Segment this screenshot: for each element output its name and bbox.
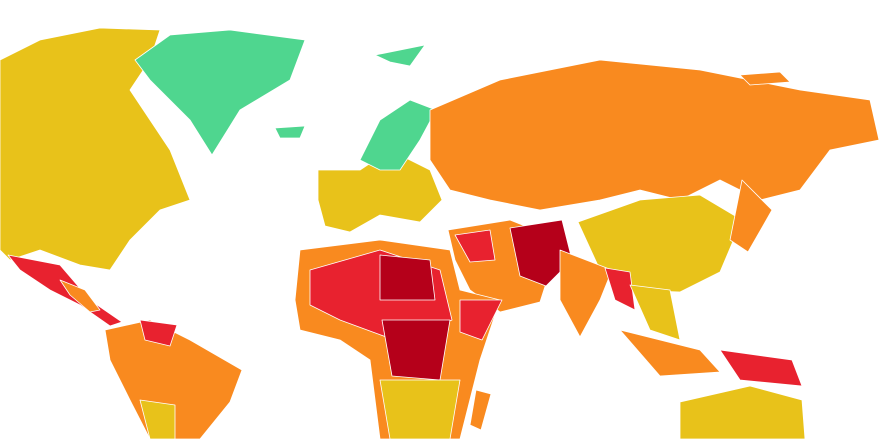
region-syria-iraq[interactable] — [454, 229, 496, 263]
region-madagascar[interactable] — [469, 389, 492, 431]
region-iceland[interactable] — [274, 125, 306, 139]
region-venezuela[interactable] — [139, 319, 178, 347]
region-svalbard[interactable] — [374, 44, 426, 67]
region-pakistan-afghanistan[interactable] — [509, 219, 573, 287]
region-papua[interactable] — [719, 349, 803, 387]
region-greenland[interactable] — [134, 29, 306, 156]
region-india[interactable] — [559, 249, 613, 338]
region-southern-africa[interactable] — [379, 379, 461, 439]
region-central-africa[interactable] — [381, 319, 451, 381]
region-libya[interactable] — [379, 254, 436, 301]
region-australia[interactable] — [679, 385, 806, 439]
region-scandinavia[interactable] — [359, 99, 437, 171]
region-myanmar[interactable] — [604, 267, 636, 311]
region-central-america[interactable] — [59, 279, 101, 313]
region-chukotka[interactable] — [739, 71, 791, 86]
region-japan[interactable] — [729, 179, 773, 253]
region-horn-of-africa[interactable] — [459, 299, 503, 341]
region-southeast-asia[interactable] — [629, 284, 681, 341]
region-russia[interactable] — [429, 59, 879, 211]
region-north-america[interactable] — [0, 27, 191, 271]
region-south-america-south[interactable] — [139, 399, 176, 439]
region-indonesia[interactable] — [619, 329, 721, 377]
